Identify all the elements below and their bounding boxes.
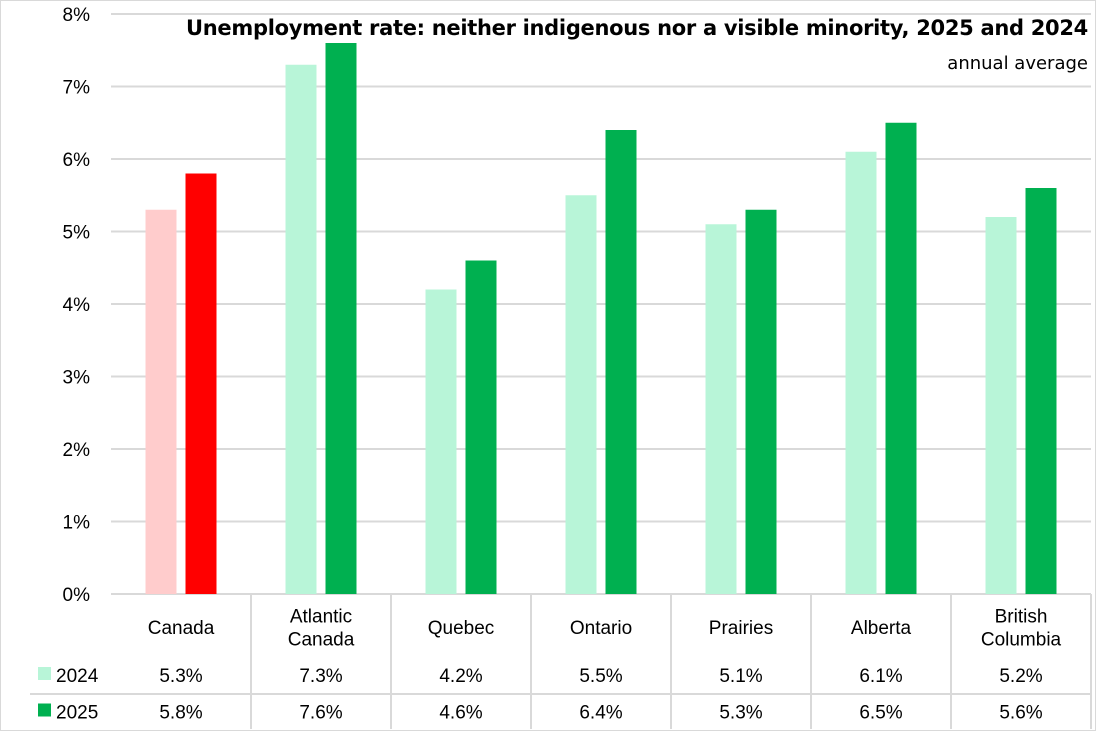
y-tick-label: 3% [63,368,91,389]
data-label: 4.6% [439,703,482,724]
bar-2024 [845,151,877,594]
bar-2025 [605,130,637,594]
data-label: 5.1% [719,666,762,687]
bar-2025 [885,122,917,594]
y-tick-label: 1% [63,513,91,534]
category-label: British [995,607,1048,628]
data-label: 6.5% [859,703,902,724]
bar-2024 [285,64,317,594]
legend-label: 2024 [56,666,99,687]
bar-2024 [705,224,737,594]
bars [145,43,1057,594]
data-label: 5.3% [159,666,202,687]
y-tick-label: 8% [63,5,91,26]
bar-2025 [185,173,217,594]
legend-key-2024 [38,667,51,680]
bar-2024 [985,217,1017,594]
gridlines [111,13,1091,595]
category-label: Prairies [709,618,773,639]
data-label: 7.6% [299,703,342,724]
y-tick-label: 0% [63,585,91,606]
chart-title: Unemployment rate: neither indigenous no… [186,16,1088,40]
data-label: 5.6% [999,703,1042,724]
bar-2025 [745,209,777,594]
y-tick-label: 5% [63,223,91,244]
bar-2024 [425,289,457,594]
legend-key-2025 [38,703,51,717]
data-label: 4.2% [439,666,482,687]
y-tick-label: 4% [63,295,91,316]
bar-2024 [565,195,597,594]
category-label: Ontario [570,618,632,639]
legend-label: 2025 [56,703,98,724]
data-label: 5.3% [719,703,762,724]
data-label: 6.1% [859,666,902,687]
y-tick-label: 2% [63,440,91,461]
bar-2025 [325,43,357,594]
y-axis-ticks: 0% 1% 2% 3% 4% 5% 6% 7% 8% [63,5,91,606]
data-label: 5.5% [579,666,622,687]
bar-2025 [1025,188,1057,594]
bar-2025 [465,260,497,594]
data-label: 6.4% [579,703,622,724]
category-label: Quebec [428,618,495,639]
y-tick-label: 7% [63,78,91,99]
category-label: Canada [148,618,215,639]
category-label: Alberta [851,618,912,639]
category-label: Canada [288,630,355,651]
data-label: 5.8% [159,703,202,724]
data-label: 7.3% [299,666,342,687]
data-label: 5.2% [999,666,1042,687]
category-label: Columbia [981,630,1062,651]
chart-subtitle: annual average [947,53,1088,74]
category-label: Atlantic [290,607,352,628]
bar-2024 [145,209,177,594]
y-tick-label: 6% [63,150,91,171]
